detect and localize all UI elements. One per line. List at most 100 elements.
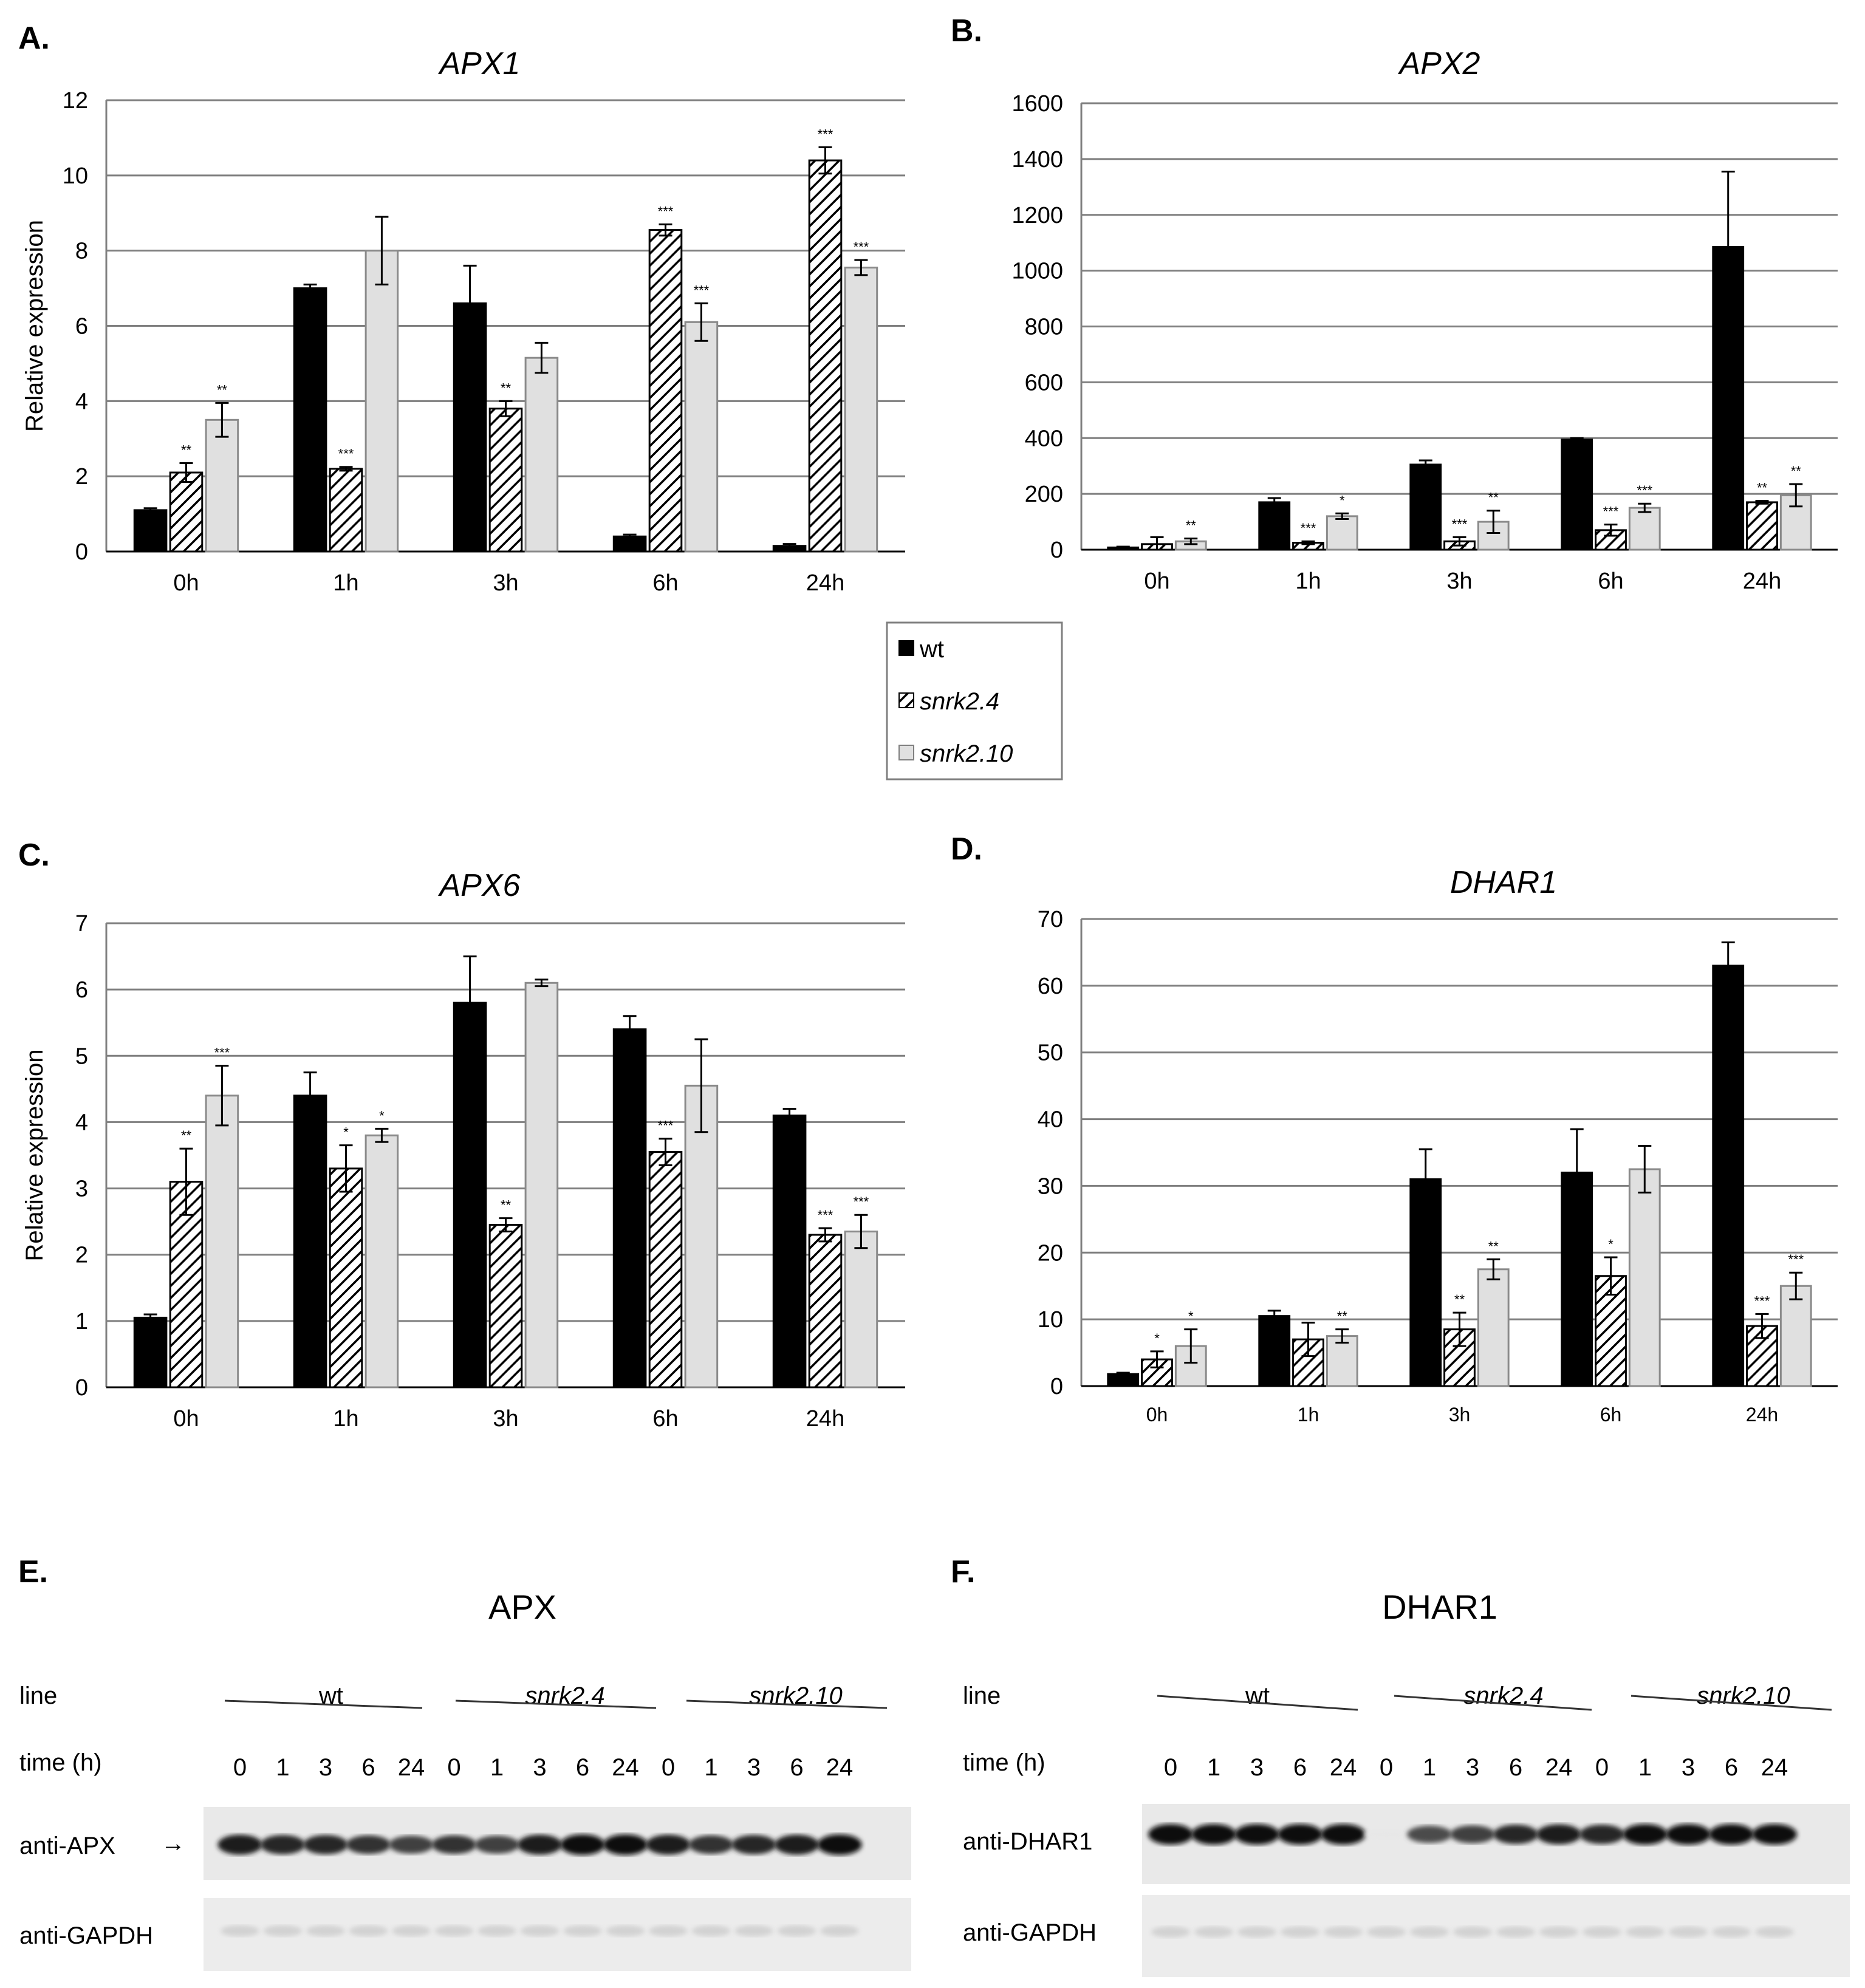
significance-label: *	[1340, 493, 1345, 508]
line-label: line	[19, 1682, 57, 1709]
band-gapdh	[434, 1925, 474, 1936]
band-primary	[688, 1835, 734, 1854]
band-primary	[474, 1836, 519, 1854]
lane-label: 6	[1725, 1754, 1738, 1781]
y-tick-label: 40	[1038, 1107, 1063, 1133]
significance-label: ***	[338, 446, 354, 462]
band-gapdh	[691, 1925, 731, 1936]
error-bar-wt-24h	[782, 1108, 796, 1123]
band-gapdh	[221, 1925, 259, 1936]
significance-label: ***	[854, 1194, 869, 1209]
blot-label-primary: anti-APX	[19, 1833, 115, 1859]
error-bar-wt-3h	[463, 955, 477, 1050]
band-primary	[1191, 1824, 1236, 1845]
significance-label: **	[1488, 490, 1499, 505]
band-primary	[1450, 1825, 1495, 1843]
legend: wt snrk2.4 snrk2.10	[886, 621, 1063, 781]
error-bar-snrk2-10-24h	[854, 1214, 868, 1249]
bar-wt-1h	[1258, 501, 1291, 551]
x-tick-label: 24h	[806, 1406, 844, 1432]
error-bar-wt-3h	[1418, 459, 1432, 470]
x-tick-label: 3h	[493, 1406, 518, 1432]
x-tick-label: 24h	[806, 570, 844, 596]
band-gapdh	[649, 1925, 688, 1936]
chart-title: APX2	[1398, 46, 1480, 81]
bar-snrk2-10-1h	[364, 250, 399, 553]
significance-label: **	[501, 380, 512, 395]
bar-snrk2-10-0h	[205, 1095, 239, 1389]
error-bar-wt-3h	[1418, 1148, 1432, 1211]
bar-snrk2-4-24h	[808, 1234, 843, 1389]
error-bar-snrk2-4-3h	[1453, 536, 1466, 547]
lane-label: 6	[1509, 1754, 1522, 1781]
significance-label: *	[343, 1125, 349, 1140]
bar-snrk2-10-6h	[684, 321, 719, 553]
significance-label: **	[1791, 463, 1802, 479]
bar-wt-24h	[772, 1115, 807, 1389]
significance-label: **	[1454, 1292, 1465, 1307]
error-bar-wt-1h	[303, 283, 317, 293]
line-label: line	[963, 1682, 1001, 1709]
legend-label-snrk2-10: snrk2.10	[920, 740, 1013, 767]
significance-label: ***	[818, 1207, 833, 1223]
legend-label-wt: wt	[919, 636, 944, 663]
significance-label: *	[1608, 1237, 1613, 1252]
error-bar-wt-0h	[1116, 545, 1130, 550]
error-bar-snrk2-4-1h	[339, 466, 353, 472]
error-bar-snrk2-10-1h	[1335, 512, 1349, 520]
bar-wt-6h	[612, 535, 647, 553]
bar-wt-1h	[293, 1095, 327, 1389]
band-gapdh	[392, 1925, 431, 1936]
band-gapdh	[820, 1925, 859, 1936]
chart-apx1: A. APX1 0 2 4 6 8 10 12 Relative expression ** ** 0h…	[18, 21, 905, 596]
y-tick-label: 0	[1050, 1374, 1063, 1399]
band-gapdh	[263, 1925, 303, 1936]
band-primary	[217, 1834, 262, 1855]
error-bar-wt-6h	[1570, 437, 1584, 442]
bar-snrk2-4-24h	[1746, 501, 1778, 551]
error-bar-snrk2-10-0h	[215, 401, 229, 438]
group-underline	[1631, 1695, 1832, 1711]
band-primary	[517, 1834, 563, 1855]
band-primary	[774, 1834, 820, 1855]
band-primary	[817, 1834, 862, 1855]
error-bar-wt-1h	[1267, 1310, 1281, 1322]
bar-wt-0h	[133, 509, 168, 553]
lane-label: 1	[704, 1754, 717, 1781]
y-tick-label: 4	[75, 389, 88, 414]
bar-snrk2-4-6h	[648, 229, 683, 553]
x-tick-label: 1h	[333, 1406, 358, 1432]
group-underline	[686, 1699, 888, 1709]
y-tick-label: 6	[75, 977, 88, 1003]
band-primary	[303, 1835, 348, 1854]
lane-label: 0	[447, 1754, 460, 1781]
band-gapdh	[306, 1925, 345, 1936]
y-tick-label: 2	[75, 464, 88, 490]
error-bar-snrk2-10-24h	[1789, 1271, 1803, 1300]
error-bar-snrk2-10-24h	[1789, 483, 1803, 508]
y-tick-label: 800	[1025, 315, 1063, 340]
error-bar-snrk2-10-0h	[1184, 538, 1198, 545]
error-bar-snrk2-4-24h	[1755, 500, 1769, 505]
bar-snrk2-4-1h	[329, 468, 363, 553]
band-primary	[646, 1834, 691, 1855]
error-bar-snrk2-4-24h	[1755, 1313, 1769, 1339]
lane-label: 24	[1545, 1754, 1573, 1781]
band-primary	[1234, 1824, 1279, 1845]
band-gapdh	[1626, 1926, 1665, 1938]
band-gapdh	[1237, 1926, 1276, 1938]
bar-wt-3h	[1409, 1178, 1442, 1387]
band-gapdh	[1151, 1926, 1190, 1938]
error-bar-wt-1h	[1267, 497, 1281, 508]
x-tick-label: 0h	[1146, 1404, 1168, 1426]
error-bar-wt-3h	[463, 264, 477, 342]
lane-label: 0	[662, 1754, 675, 1781]
error-bar-snrk2-4-1h	[1301, 1322, 1315, 1358]
bar-wt-3h	[453, 1002, 487, 1389]
significance-label: ***	[658, 1118, 674, 1133]
significance-label: **	[501, 1198, 512, 1213]
significance-label: ***	[1754, 1293, 1770, 1308]
x-tick-label: 0h	[1144, 569, 1169, 594]
error-bar-snrk2-10-24h	[854, 259, 868, 276]
error-bar-wt-1h	[303, 1071, 317, 1120]
